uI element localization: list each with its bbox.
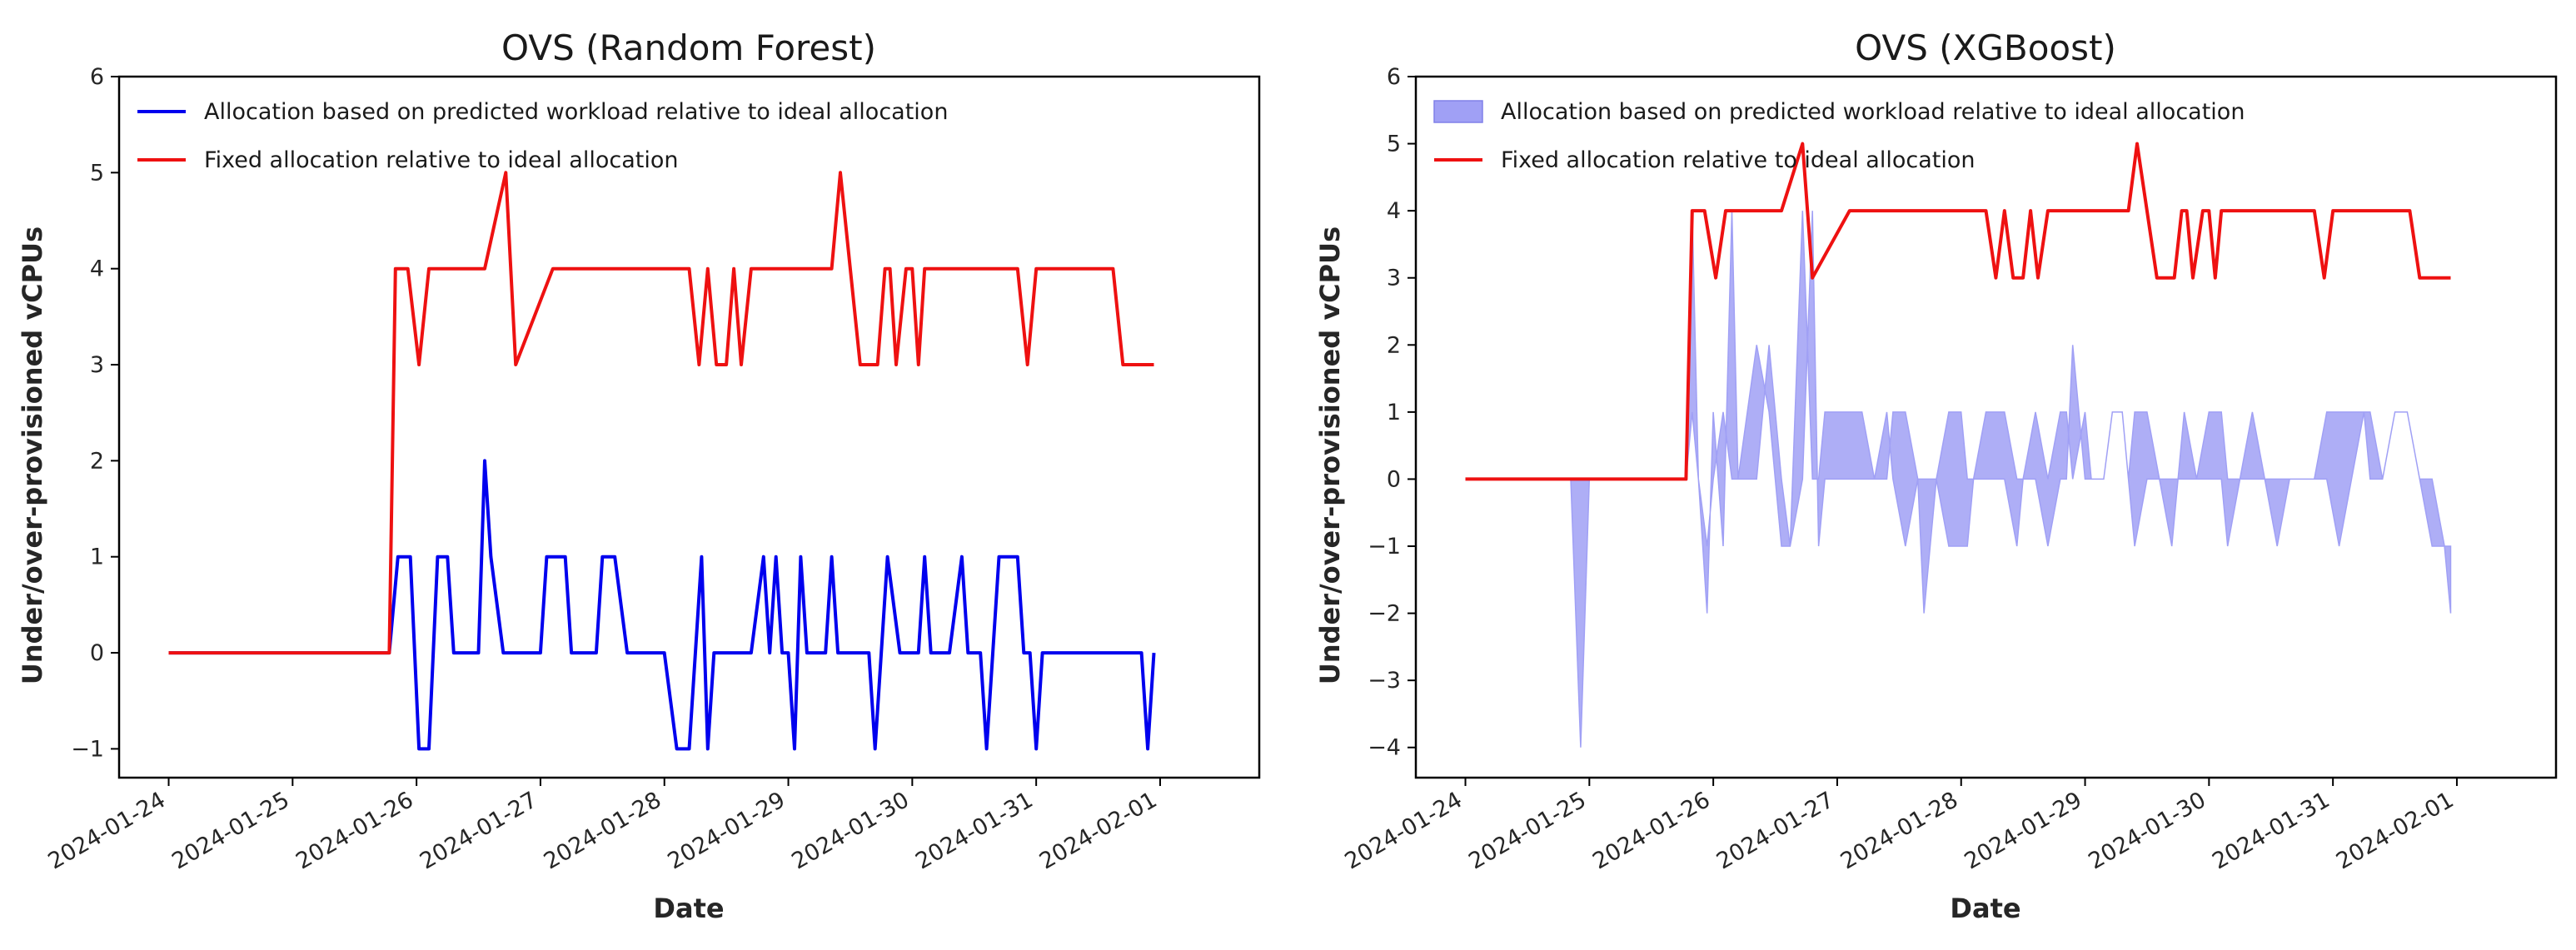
legend: Allocation based on predicted workload r… (1433, 99, 2245, 173)
x-tick-label: 2024-01-24 (44, 787, 170, 874)
x-tick-label: 2024-01-30 (787, 787, 913, 874)
chart-xgboost: OVS (XGBoost) Date Under/over-provisione… (1314, 27, 2558, 924)
y-tick-label: −2 (1368, 601, 1401, 627)
x-tick-label: 2024-01-28 (540, 787, 665, 874)
x-axis-label: Date (1950, 893, 2020, 924)
x-tick-label: 2024-02-01 (2332, 787, 2458, 874)
x-tick-label: 2024-01-24 (1341, 787, 1467, 874)
legend-label: Fixed allocation relative to ideal alloc… (1501, 147, 1975, 173)
y-tick-label: 4 (90, 256, 104, 282)
y-tick-label: 2 (1387, 332, 1401, 358)
series-line-predicted (168, 459, 1156, 751)
y-tick-label: 6 (90, 64, 104, 90)
y-tick-label: 4 (1387, 198, 1401, 224)
y-tick-label: 0 (1387, 466, 1401, 492)
legend-swatch-patch (1433, 100, 1483, 123)
axes-frame (117, 75, 1261, 779)
y-tick-label: −4 (1368, 735, 1401, 761)
x-tick-label: 2024-01-31 (2208, 787, 2334, 874)
legend: Allocation based on predicted workload r… (137, 99, 948, 173)
x-tick-label: 2024-01-29 (664, 787, 790, 874)
x-tick-label: 2024-01-30 (2084, 787, 2210, 874)
y-tick-label: −3 (1368, 668, 1401, 694)
series-band-predicted (1465, 211, 2452, 748)
y-axis-label: Under/over-provisioned vCPUs (1314, 226, 1346, 684)
x-tick-label: 2024-01-25 (1464, 787, 1590, 874)
x-tick-label: 2024-01-27 (416, 787, 541, 874)
chart-title: OVS (Random Forest) (501, 27, 876, 68)
y-axis-label: Under/over-provisioned vCPUs (17, 226, 48, 684)
series-line-fixed (1465, 142, 2451, 481)
plot-area (1465, 142, 2452, 748)
y-tick-label: 6 (1387, 64, 1401, 90)
chart-random-forest: OVS (Random Forest) Date Under/over-prov… (17, 27, 1261, 924)
legend-label: Fixed allocation relative to ideal alloc… (204, 147, 678, 173)
legend-label: Allocation based on predicted workload r… (1501, 99, 2245, 125)
y-tick-label: 5 (1387, 132, 1401, 157)
x-tick-label: 2024-01-31 (911, 787, 1037, 874)
x-tick-label: 2024-01-26 (291, 787, 417, 874)
axes-frame (1414, 75, 2558, 779)
chart-title: OVS (XGBoost) (1855, 27, 2116, 68)
y-tick-label: 5 (90, 160, 104, 186)
legend-label: Allocation based on predicted workload r… (204, 99, 948, 125)
y-tick-label: 0 (90, 640, 104, 666)
x-axis-label: Date (653, 893, 724, 924)
series-line-fixed (168, 171, 1154, 655)
x-tick-label: 2024-01-29 (1961, 787, 2086, 874)
x-tick-label: 2024-01-28 (1836, 787, 1962, 874)
y-tick-label: 3 (90, 352, 104, 378)
y-tick-label: −1 (1368, 534, 1401, 560)
x-tick-label: 2024-01-27 (1712, 787, 1838, 874)
y-tick-label: 1 (1387, 400, 1401, 425)
y-tick-label: 3 (1387, 266, 1401, 291)
y-tick-label: 2 (90, 448, 104, 474)
y-tick-label: −1 (71, 736, 104, 762)
plot-area (168, 171, 1156, 751)
x-tick-label: 2024-01-25 (167, 787, 293, 874)
x-tick-label: 2024-01-26 (1588, 787, 1714, 874)
x-tick-label: 2024-02-01 (1035, 787, 1161, 874)
y-tick-label: 1 (90, 545, 104, 570)
